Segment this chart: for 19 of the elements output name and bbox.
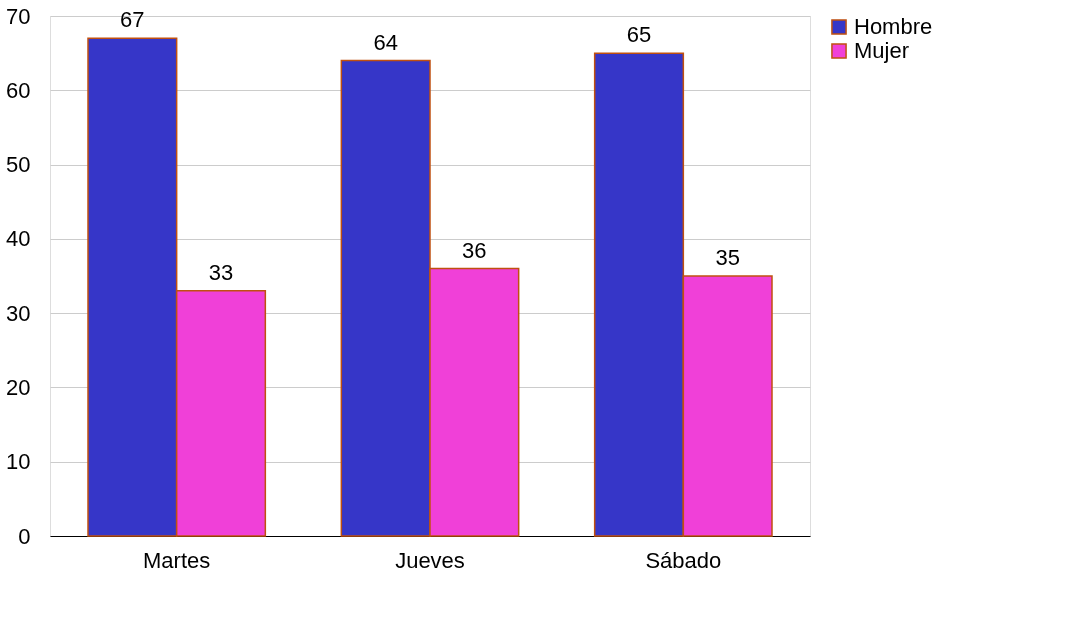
- data-label: 64: [373, 29, 398, 55]
- data-label: 67: [120, 7, 145, 33]
- x-tick-label: Martes: [143, 547, 211, 573]
- y-tick-label: 20: [6, 374, 31, 400]
- data-label: 33: [208, 259, 234, 285]
- y-tick-label: 10: [6, 449, 31, 475]
- x-tick-label: Sábado: [645, 547, 722, 573]
- y-tick-label: 30: [6, 300, 31, 326]
- y-tick-label: 70: [6, 3, 31, 29]
- y-tick-label: 50: [6, 152, 31, 178]
- legend-label: Hombre: [854, 14, 933, 39]
- y-tick-label: 40: [6, 226, 31, 252]
- x-tick-label: Jueves: [395, 547, 465, 573]
- data-label: 35: [715, 245, 740, 270]
- y-tick-label: 0: [18, 523, 31, 549]
- y-tick-label: 60: [6, 77, 31, 103]
- legend-label: Mujer: [854, 38, 910, 63]
- data-label: 65: [626, 22, 652, 48]
- data-label: 36: [462, 237, 487, 263]
